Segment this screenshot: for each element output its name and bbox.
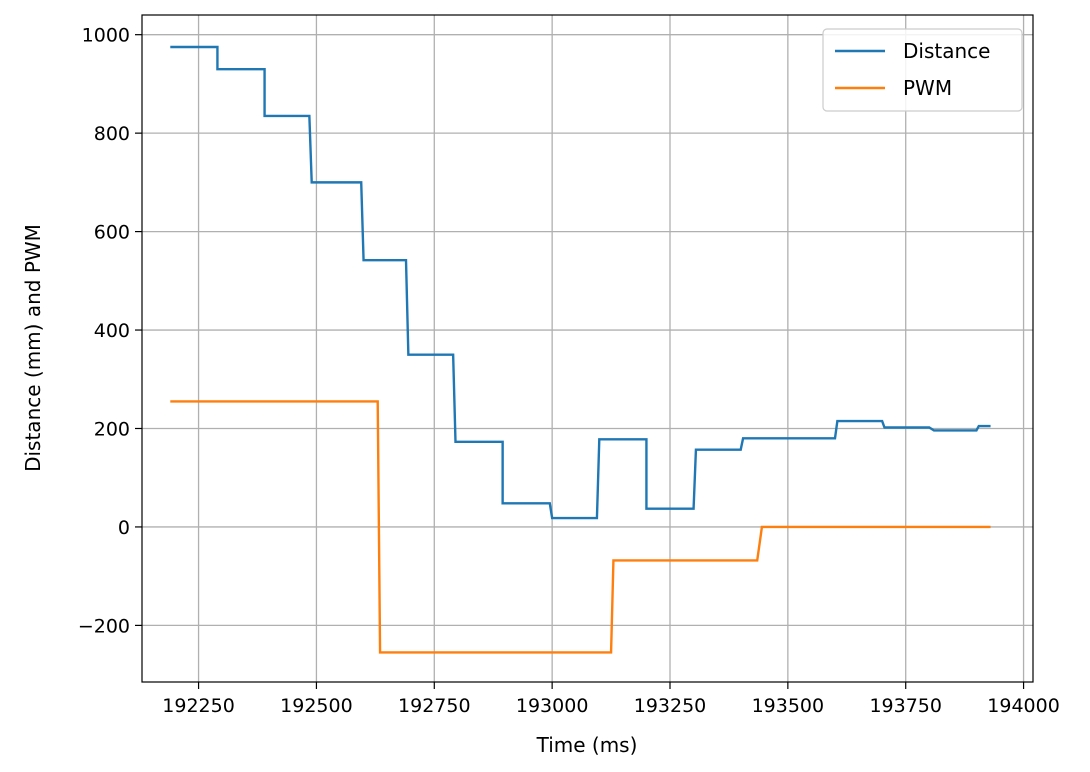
y-axis-label: Distance (mm) and PWM <box>21 224 45 472</box>
y-tick-label: 400 <box>94 320 130 342</box>
x-tick-label: 192500 <box>280 695 353 717</box>
y-tick-label: 0 <box>118 517 130 539</box>
legend: Distance PWM <box>822 28 1023 112</box>
series-lines <box>170 45 991 654</box>
x-tick-label: 193250 <box>634 695 707 717</box>
x-tick-label: 194000 <box>987 695 1060 717</box>
series-line-distance <box>170 45 991 520</box>
y-tick-label: 800 <box>94 123 130 145</box>
x-tick-label: 193000 <box>516 695 589 717</box>
x-tick-label: 193500 <box>752 695 825 717</box>
x-tick-label: 192250 <box>162 695 235 717</box>
legend-label-distance: Distance <box>903 39 990 63</box>
y-tick-label: 600 <box>94 222 130 244</box>
series-line-pwm <box>170 400 991 654</box>
legend-label-pwm: PWM <box>903 76 952 100</box>
grid <box>142 15 1033 682</box>
x-tick-label: 192750 <box>398 695 471 717</box>
plot-frame <box>141 14 1034 683</box>
x-axis-label: Time (ms) <box>536 733 638 757</box>
axis-ticks: 192250 192500 192750 193000 193250 193500 1937… <box>78 25 1060 717</box>
y-tick-label: −200 <box>78 615 130 637</box>
legend-box <box>822 28 1023 112</box>
y-tick-label: 200 <box>94 418 130 440</box>
x-tick-label: 193750 <box>869 695 942 717</box>
y-tick-label: 1000 <box>82 25 130 47</box>
